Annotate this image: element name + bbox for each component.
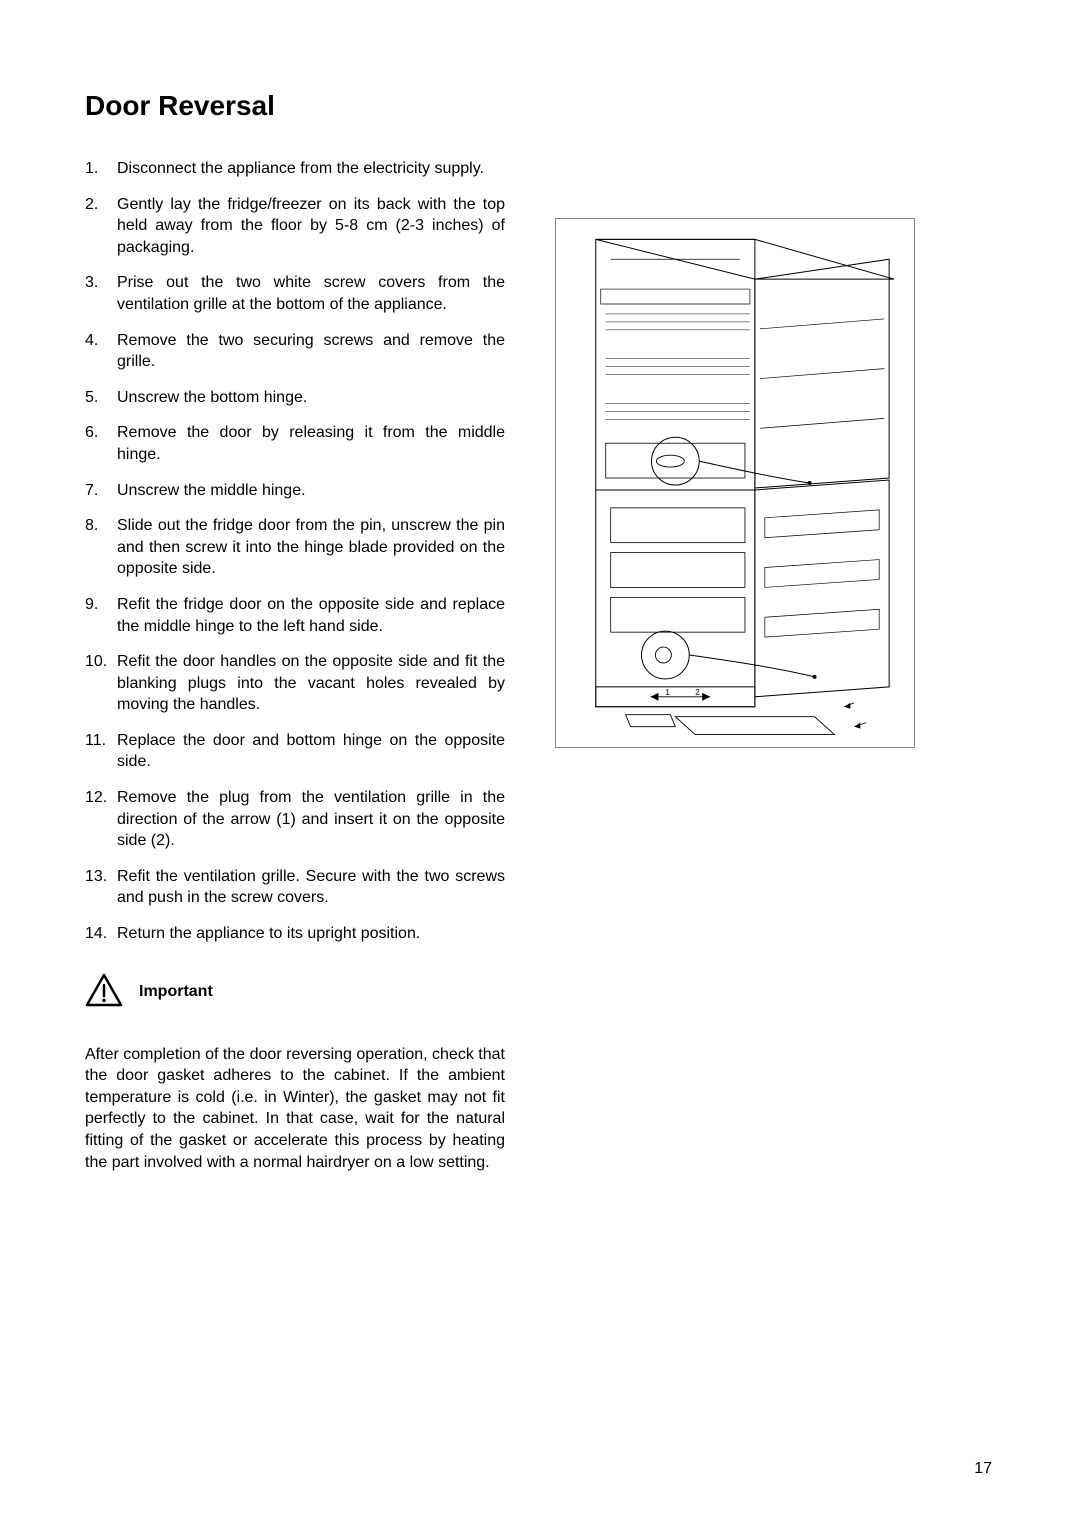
- important-label: Important: [139, 983, 213, 1001]
- step-item: Unscrew the middle hinge.: [85, 480, 505, 502]
- step-item: Refit the ventilation grille. Secure wit…: [85, 866, 505, 909]
- step-item: Prise out the two white screw covers fro…: [85, 272, 505, 315]
- step-item: Replace the door and bottom hinge on the…: [85, 730, 505, 773]
- step-item: Slide out the fridge door from the pin, …: [85, 515, 505, 580]
- content-columns: Disconnect the appliance from the electr…: [85, 158, 995, 1173]
- page-number: 17: [974, 1460, 992, 1478]
- important-body-text: After completion of the door reversing o…: [85, 1044, 505, 1174]
- step-item: Refit the fridge door on the opposite si…: [85, 594, 505, 637]
- svg-text:1: 1: [665, 688, 670, 697]
- fridge-diagram: 1 2: [555, 218, 915, 748]
- step-item: Remove the plug from the ventilation gri…: [85, 787, 505, 852]
- step-item: Remove the door by releasing it from the…: [85, 422, 505, 465]
- step-item: Unscrew the bottom hinge.: [85, 387, 505, 409]
- step-item: Return the appliance to its upright posi…: [85, 923, 505, 945]
- step-item: Refit the door handles on the opposite s…: [85, 651, 505, 716]
- page-title: Door Reversal: [85, 90, 995, 122]
- steps-column: Disconnect the appliance from the electr…: [85, 158, 505, 1173]
- step-item: Remove the two securing screws and remov…: [85, 330, 505, 373]
- step-item: Disconnect the appliance from the electr…: [85, 158, 505, 180]
- step-item: Gently lay the fridge/freezer on its bac…: [85, 194, 505, 259]
- figure-column: 1 2: [555, 158, 925, 1173]
- svg-text:2: 2: [695, 688, 700, 697]
- important-heading-row: Important: [85, 973, 505, 1012]
- steps-list: Disconnect the appliance from the electr…: [85, 158, 505, 945]
- warning-icon: [85, 973, 123, 1012]
